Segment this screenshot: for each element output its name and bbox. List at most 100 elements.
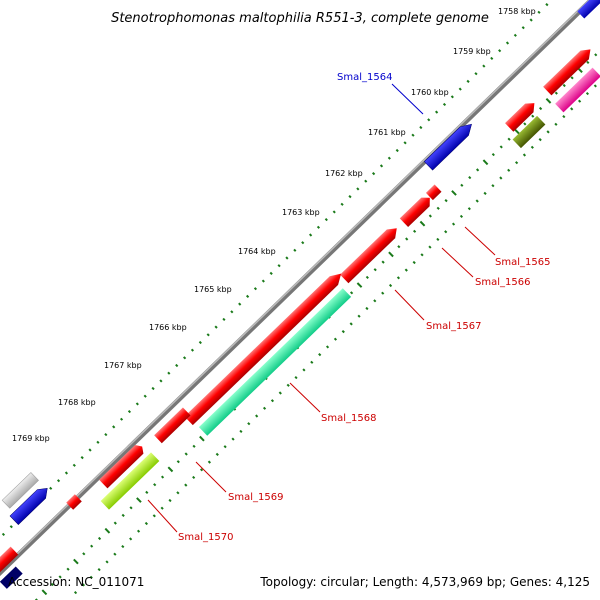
tick-dot [90, 544, 94, 548]
gene-label-smal-1568[interactable]: Smal_1568 [321, 413, 376, 424]
gene-smal-1568-cyan[interactable] [198, 288, 352, 436]
tick-dot [81, 583, 86, 587]
tick-dot [419, 125, 423, 130]
gene-blue-top[interactable] [577, 0, 600, 19]
tick-dot [434, 110, 439, 114]
tick-dot [529, 18, 533, 22]
tick-dot [364, 179, 368, 183]
gene-smal-1567[interactable] [340, 224, 401, 284]
gene-smal-1565[interactable] [425, 184, 442, 201]
gene-labels: Smal_1564 Smal_1565 Smal_1566 Smal_1567 … [178, 72, 550, 543]
tick-dot [515, 161, 519, 165]
tick-dot [64, 471, 69, 475]
tick-dot [153, 483, 157, 487]
tick-dot [460, 183, 464, 187]
tick-dot [1, 532, 6, 536]
gene-smal-1566[interactable] [399, 193, 434, 228]
tick-dot [388, 251, 394, 258]
tick-dot [468, 176, 472, 180]
tick-dot [286, 383, 290, 387]
gene-smal-1568-red[interactable] [184, 269, 345, 426]
gene-blue-left[interactable] [9, 484, 51, 525]
tick-dot [505, 41, 510, 45]
tick-dot [467, 207, 471, 211]
map-title: Stenotrophomonas maltophilia R551-3, com… [111, 11, 489, 26]
gene-red-top[interactable] [543, 45, 594, 96]
tick-dot [412, 260, 416, 265]
tick-dot [82, 552, 86, 556]
tick-dot [538, 106, 543, 111]
tick-dot [278, 391, 282, 395]
tick-dot [482, 64, 486, 68]
tick-dot [175, 363, 179, 368]
gene-red-a[interactable] [505, 99, 539, 132]
gene-red-corner[interactable] [0, 546, 19, 575]
tick-dot [222, 317, 226, 321]
tick-dot [206, 333, 210, 337]
tick-dot [522, 153, 527, 157]
tick-dot [586, 60, 590, 64]
tick-dot [168, 498, 172, 503]
tick-dot [405, 237, 409, 241]
tick-dot [104, 527, 111, 534]
tick-dot [112, 425, 116, 429]
gene-gray-left[interactable] [1, 472, 39, 509]
tick-dot [176, 491, 180, 495]
tick-dot [293, 248, 297, 252]
gene-olive[interactable] [512, 115, 546, 149]
tick-dot [349, 322, 353, 326]
tick-dot [507, 137, 511, 141]
tick-dot [9, 525, 13, 529]
tick-dot [562, 83, 566, 88]
gene-smal-1569-a[interactable] [154, 407, 191, 444]
tick-dot [466, 79, 470, 84]
gene-label-smal-1564[interactable]: Smal_1564 [337, 72, 392, 83]
gene-smal-1564[interactable] [423, 120, 475, 171]
gene-label-smal-1569[interactable]: Smal_1569 [228, 492, 283, 503]
tick-dot [136, 497, 142, 503]
tick-dot [420, 253, 424, 257]
tick-dot [475, 168, 480, 172]
tick-dot [521, 26, 525, 30]
tick-dot [56, 479, 61, 483]
leader-smal-1567 [394, 289, 425, 321]
tick-label-1765: 1765 kbp [194, 285, 232, 294]
tick-label-1763: 1763 kbp [282, 208, 320, 217]
gene-label-smal-1565[interactable]: Smal_1565 [495, 257, 550, 268]
tick-dot [121, 544, 125, 549]
tick-label-1769: 1769 kbp [12, 434, 50, 443]
leader-smal-1564 [391, 83, 424, 115]
tick-dot [428, 245, 432, 249]
tick-dot [66, 567, 70, 571]
tick-dot [192, 475, 196, 480]
gene-navy-corner[interactable] [0, 566, 23, 589]
tick-dot [499, 176, 503, 180]
tick-dot [332, 210, 336, 214]
gene-label-smal-1566[interactable]: Smal_1566 [475, 277, 530, 288]
tick-dot [301, 241, 305, 245]
tick-label-1761: 1761 kbp [368, 128, 406, 137]
leader-smal-1568 [289, 382, 321, 413]
accession-text: Accession: NC_011071 [8, 575, 144, 589]
tick-dot [143, 394, 147, 398]
gene-smal-1569-b[interactable] [99, 442, 146, 489]
tick-dot [483, 191, 487, 196]
tick-dot [113, 552, 117, 556]
tick-dot [545, 2, 549, 7]
tick-dot [214, 325, 218, 329]
tick-dot [458, 87, 462, 91]
gene-red-small[interactable] [66, 494, 82, 510]
gene-magenta[interactable] [555, 67, 600, 113]
gene-smal-1570-lime[interactable] [100, 452, 160, 510]
tick-dot [413, 229, 417, 233]
tick-label-1759: 1759 kbp [453, 47, 491, 56]
tick-dot [277, 264, 281, 268]
tick-dot [127, 410, 132, 414]
gene-label-smal-1567[interactable]: Smal_1567 [426, 321, 481, 332]
gene-label-smal-1570[interactable]: Smal_1570 [178, 532, 233, 543]
tick-dot [537, 10, 541, 14]
tick-labels: 1758 kbp 1759 kbp 1760 kbp 1761 kbp 1762… [12, 7, 536, 443]
